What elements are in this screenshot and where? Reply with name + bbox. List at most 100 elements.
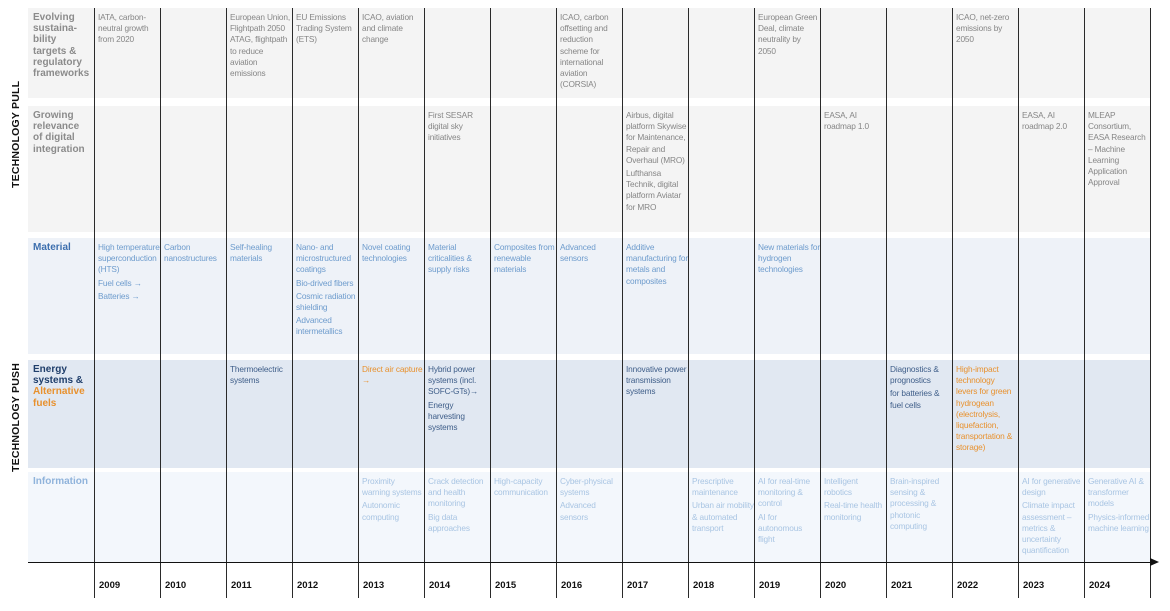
milestone-entry: Lufthansa Technik, digital platform Avia… xyxy=(626,168,682,212)
row-band-energy xyxy=(28,360,1150,468)
year-label: 2010 xyxy=(165,580,187,591)
milestone-entry: Nano- and microstructured coatings xyxy=(296,242,351,275)
milestone-entry: ICAO, aviation and climate change xyxy=(362,12,414,45)
row-label-line: Growing xyxy=(33,110,74,121)
milestone-entry: AI for generative design xyxy=(1022,476,1081,498)
year-divider xyxy=(424,8,425,598)
milestone-entry: for batteries & fuel cells xyxy=(890,388,940,410)
row-label-line: of digital xyxy=(33,132,75,144)
milestone-entry: AI for autonomous flight xyxy=(758,511,803,545)
row-label-line: targets & xyxy=(33,45,77,57)
year-divider xyxy=(1084,8,1085,598)
cell-material-2009: High temperature superconduction (HTS) Fu… xyxy=(98,242,160,304)
technology-pull-label: TECHNOLOGY PULL xyxy=(10,80,22,188)
time-axis xyxy=(28,562,1153,564)
milestone-entry: Additive manufacturing for metals and co… xyxy=(626,242,689,286)
row-label-alt-line: fuels xyxy=(33,397,57,409)
row-band-material xyxy=(28,238,1150,354)
year-label: 2023 xyxy=(1023,580,1045,591)
milestone-entry: IATA, carbon-neutral growth from 2020 xyxy=(98,12,149,45)
milestone-entry: EASA, AI roadmap 2.0 xyxy=(1022,110,1067,132)
row-label-line: integration xyxy=(33,143,85,155)
milestone-entry: ICAO, carbon offsetting and reduction sc… xyxy=(560,12,609,90)
year-divider xyxy=(358,8,359,598)
cell-material-2010: Carbon nanostructures xyxy=(164,242,226,266)
milestone-entry: European Union, Flightpath 2050 ATAG, fl… xyxy=(230,12,291,79)
cell-digital-2023: EASA, AI roadmap 2.0 xyxy=(1022,110,1084,134)
row-band-sustainability xyxy=(28,8,1150,98)
time-axis-arrow-icon xyxy=(1150,558,1159,566)
year-label: 2016 xyxy=(561,580,583,591)
milestone-entry: Prescriptive maintenance xyxy=(692,476,738,498)
milestone-entry: Batteries → xyxy=(98,290,140,301)
milestone-entry: EASA, AI roadmap 1.0 xyxy=(824,110,869,132)
year-label: 2011 xyxy=(231,580,252,591)
year-divider xyxy=(688,8,689,598)
year-label: 2021 xyxy=(891,580,913,591)
row-label-line: Energy xyxy=(33,364,67,375)
milestone-entry: High-capacity communication xyxy=(494,476,548,498)
cell-information-2014: Crack detection and health monitoring Big… xyxy=(428,476,490,536)
year-label: 2009 xyxy=(99,580,121,591)
cell-material-2011: Self-healing materials xyxy=(230,242,292,266)
row-label-line: regulatory xyxy=(33,56,82,68)
milestone-entry: Bio-drived fibers xyxy=(296,277,354,288)
row-label-alt-line: Alternative xyxy=(33,386,85,398)
cell-energy-2014: Hybrid power systems (incl. SOFC-GTs)→ En… xyxy=(428,364,490,435)
milestone-entry: AI for real-time monitoring & control xyxy=(758,476,811,509)
row-label-line: Information xyxy=(33,476,88,487)
milestone-entry: Brain-inspired sensing & processing & ph… xyxy=(890,476,940,531)
row-label-energy: Energy systems & Alternative fuels xyxy=(33,364,95,409)
cell-sustainability-2012: EU Emissions Trading System (ETS) xyxy=(296,12,358,48)
cell-digital-2020: EASA, AI roadmap 1.0 xyxy=(824,110,886,134)
milestone-entry: Real-time health monitoring xyxy=(824,500,883,522)
milestone-entry: Crack detection and health monitoring xyxy=(428,476,484,509)
milestone-entry: Thermoelectric systems xyxy=(230,364,283,386)
year-label: 2024 xyxy=(1089,580,1111,591)
milestone-entry: Advanced sensors xyxy=(560,242,596,264)
year-label: 2014 xyxy=(429,580,451,591)
year-divider xyxy=(820,8,821,598)
cell-material-2017: Additive manufacturing for metals and co… xyxy=(626,242,688,289)
cell-material-2013: Novel coating technologies xyxy=(362,242,424,266)
year-divider xyxy=(886,8,887,598)
technology-push-label: TECHNOLOGY PUSH xyxy=(10,363,22,472)
row-label-line: relevance xyxy=(33,121,80,133)
year-label: 2018 xyxy=(693,580,715,591)
cell-sustainability-2016: ICAO, carbon offsetting and reduction sc… xyxy=(560,12,622,92)
cell-information-2015: High-capacity communication xyxy=(494,476,556,500)
cell-information-2013: Proximity warning systems Autonomic compu… xyxy=(362,476,424,525)
cell-energy-2022: High-impact technology levers for green … xyxy=(956,364,1018,456)
cell-information-2019: AI for real-time monitoring & control AI … xyxy=(758,476,820,547)
milestone-entry: Urban air mobility & automated transport xyxy=(692,500,754,533)
row-band-digital xyxy=(28,106,1150,232)
milestone-entry: Carbon nanostructures xyxy=(164,242,217,264)
cell-energy-2017: Innovative power transmission systems xyxy=(626,364,688,400)
year-label: 2015 xyxy=(495,580,517,591)
milestone-entry: Advanced intermetallics xyxy=(296,315,343,337)
year-divider xyxy=(490,8,491,598)
row-label-information: Information xyxy=(33,476,95,487)
milestone-entry: Energy harvesting systems xyxy=(428,399,465,433)
milestone-entry: MLEAP Consortium, EASA Research – Machin… xyxy=(1088,110,1146,188)
year-divider xyxy=(94,8,95,598)
cell-information-2021: Brain-inspired sensing & processing & ph… xyxy=(890,476,952,534)
row-label-line: systems & xyxy=(33,375,84,387)
milestone-entry: Cosmic radiation shielding xyxy=(296,290,356,313)
row-label-line: Evolving xyxy=(33,12,75,23)
milestone-entry: European Green Deal, climate neutrality … xyxy=(758,12,818,56)
row-label-line: sustaina- xyxy=(33,23,77,35)
milestone-entry: Hybrid power systems (incl. SOFC-GTs)→ xyxy=(428,364,479,397)
year-divider xyxy=(1150,8,1151,598)
cell-material-2015: Composites from renewable materials xyxy=(494,242,556,278)
row-label-material: Material xyxy=(33,242,95,253)
milestone-entry: Cyber-physical systems xyxy=(560,476,613,498)
cell-material-2012: Nano- and microstructured coatings Bio-dr… xyxy=(296,242,358,340)
milestone-entry: Airbus, digital platform Skywise for Mai… xyxy=(626,110,687,165)
milestone-entry: Generative AI & transformer models xyxy=(1088,476,1144,509)
row-band-information xyxy=(28,472,1150,562)
milestone-entry: Physics-informed machine learning xyxy=(1088,511,1150,533)
milestone-entry: Material criticalities & supply risks xyxy=(428,242,472,275)
year-label: 2013 xyxy=(363,580,385,591)
milestone-entry: High temperature superconduction (HTS) xyxy=(98,242,160,275)
